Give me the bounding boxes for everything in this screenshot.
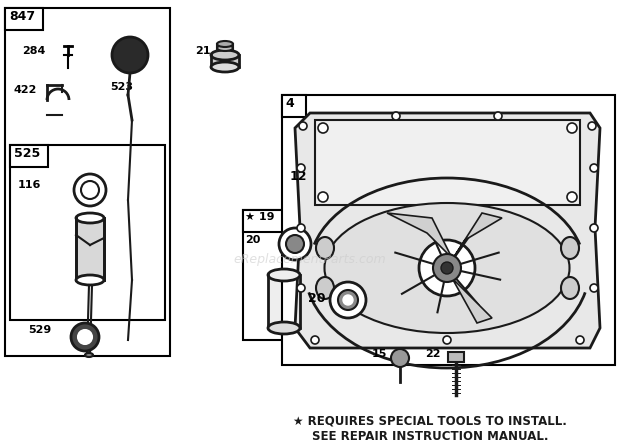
Circle shape (391, 349, 409, 367)
Circle shape (441, 262, 453, 274)
Text: 12: 12 (290, 170, 308, 183)
Polygon shape (295, 113, 600, 348)
Ellipse shape (217, 45, 233, 51)
Ellipse shape (217, 41, 233, 47)
Circle shape (343, 295, 353, 305)
Ellipse shape (561, 277, 579, 299)
Circle shape (567, 192, 577, 202)
Circle shape (78, 330, 92, 344)
Ellipse shape (324, 203, 570, 333)
Circle shape (71, 323, 99, 351)
Text: 22: 22 (425, 349, 440, 359)
Text: 529: 529 (28, 325, 51, 335)
Bar (268, 275, 300, 328)
Circle shape (590, 164, 598, 172)
Circle shape (494, 112, 502, 120)
Bar (243, 210, 325, 340)
Bar (10, 145, 48, 167)
Ellipse shape (76, 213, 104, 223)
Circle shape (588, 122, 596, 130)
Text: 116: 116 (18, 180, 42, 190)
Bar (243, 210, 289, 232)
Text: SEE REPAIR INSTRUCTION MANUAL.: SEE REPAIR INSTRUCTION MANUAL. (312, 430, 548, 443)
Circle shape (318, 192, 328, 202)
Text: 525: 525 (14, 147, 40, 160)
Text: 4: 4 (285, 97, 294, 110)
Circle shape (590, 284, 598, 292)
Bar (211, 55, 239, 67)
Circle shape (297, 164, 305, 172)
Text: 21: 21 (195, 46, 211, 56)
Circle shape (330, 282, 366, 318)
Circle shape (74, 174, 106, 206)
Bar (10, 145, 165, 320)
Circle shape (392, 112, 400, 120)
Circle shape (297, 224, 305, 232)
Bar (5, 8, 43, 30)
Ellipse shape (76, 275, 104, 285)
Text: 20: 20 (308, 292, 326, 305)
Polygon shape (387, 213, 452, 258)
Circle shape (443, 336, 451, 344)
Ellipse shape (268, 269, 300, 281)
Circle shape (297, 284, 305, 292)
Circle shape (81, 181, 99, 199)
Text: 523: 523 (110, 82, 133, 92)
Bar (217, 44, 233, 51)
Bar (315, 120, 580, 205)
Text: 422: 422 (14, 85, 37, 95)
Circle shape (112, 37, 148, 73)
Text: ★ REQUIRES SPECIAL TOOLS TO INSTALL.: ★ REQUIRES SPECIAL TOOLS TO INSTALL. (293, 415, 567, 428)
Bar (76, 218, 104, 280)
Circle shape (286, 235, 304, 253)
Text: 15: 15 (372, 349, 388, 359)
Circle shape (311, 336, 319, 344)
Circle shape (419, 240, 475, 296)
Polygon shape (452, 213, 502, 260)
Ellipse shape (316, 237, 334, 259)
Ellipse shape (211, 62, 239, 72)
Text: eReplacementParts.com: eReplacementParts.com (234, 253, 386, 267)
Circle shape (299, 122, 307, 130)
Ellipse shape (561, 237, 579, 259)
Bar (282, 95, 615, 365)
Text: 20: 20 (245, 235, 260, 245)
Bar (448, 352, 464, 362)
Circle shape (433, 254, 461, 282)
Circle shape (279, 228, 311, 260)
Circle shape (318, 123, 328, 133)
Text: ★ 19: ★ 19 (245, 212, 275, 222)
Bar (282, 95, 306, 117)
Polygon shape (452, 278, 492, 323)
Text: 284: 284 (22, 46, 45, 56)
Circle shape (338, 290, 358, 310)
Text: 847: 847 (9, 10, 35, 23)
Circle shape (576, 336, 584, 344)
Ellipse shape (268, 322, 300, 334)
Ellipse shape (211, 50, 239, 60)
Ellipse shape (316, 277, 334, 299)
Circle shape (590, 224, 598, 232)
Circle shape (567, 123, 577, 133)
Ellipse shape (85, 353, 93, 357)
Bar (5, 8, 170, 356)
